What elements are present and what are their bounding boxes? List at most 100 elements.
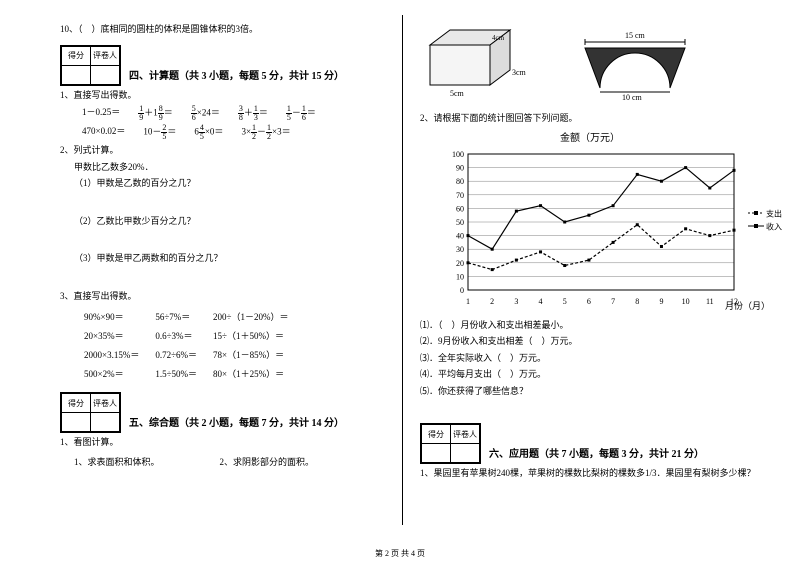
score-box: 得分评卷人	[60, 392, 121, 433]
calc-row-2: 470×0.02＝ 10－25＝ 645×0＝ 3×12－12×3＝	[82, 124, 380, 141]
svg-text:6: 6	[587, 297, 591, 306]
expr: 2000×3.15%＝	[84, 346, 153, 363]
chart-xlabel: 月份（月）	[725, 299, 770, 312]
svg-text:7: 7	[611, 297, 615, 306]
legend-item: 支出	[748, 208, 782, 221]
score-label: 得分	[62, 46, 91, 65]
score-cell	[422, 444, 451, 463]
line-chart: 0102030405060708090100123456789101112 支出…	[440, 148, 740, 308]
svg-text:8: 8	[635, 297, 639, 306]
q5-1-parts: 1、求表面积和体积。 2、求阴影部分的面积。	[60, 453, 380, 473]
score-box: 得分评卷人	[420, 423, 481, 464]
expr: 500×2%＝	[84, 365, 153, 382]
grader-label: 评卷人	[91, 46, 120, 65]
section-6-title: 六、应用题（共 7 小题，每题 3 分，共计 21 分）	[489, 445, 704, 460]
grader-cell	[91, 413, 120, 432]
q4-2: 2、列式计算。	[60, 144, 380, 158]
score-cell	[62, 65, 91, 84]
q4-2-sub: 甲数比乙数多20%．	[74, 161, 380, 175]
expr: 90%×90＝	[84, 308, 153, 325]
label-w: 5cm	[450, 89, 465, 98]
exam-page: 10、（ ）底相同的圆柱的体积是圆锥体积的3倍。 得分评卷人 四、计算题（共 3…	[0, 0, 800, 565]
q4-1: 1、直接写出得数。	[60, 89, 380, 103]
score-label: 得分	[422, 425, 451, 444]
label-d: 3cm	[512, 68, 527, 77]
svg-text:5: 5	[563, 297, 567, 306]
q5-1a: 1、求表面积和体积。	[74, 456, 160, 470]
chart-title: 金额（万元）	[420, 129, 760, 144]
bridge-svg: 15 cm 10 cm	[570, 30, 700, 100]
calc-grid: 90%×90＝56÷7%＝200÷（1－20%）＝ 20×35%＝0.6÷3%＝…	[82, 306, 304, 384]
expr: 20×35%＝	[84, 327, 153, 344]
score-cell	[62, 413, 91, 432]
cuboid-figure: 3cm 5cm 4cm	[420, 20, 530, 102]
grader-cell	[91, 65, 120, 84]
q2-1: ⑴．（ ）月份收入和支出相差最小。	[420, 319, 760, 333]
label-top: 15 cm	[625, 31, 646, 40]
q5-1b: 2、求阴影部分的面积。	[220, 456, 315, 470]
question-10: 10、（ ）底相同的圆柱的体积是圆锥体积的3倍。	[60, 23, 380, 37]
legend-label: 收入	[766, 222, 782, 231]
q4-2-b: （2）乙数比甲数少百分之几？	[74, 215, 380, 229]
expr: 80×（1＋25%）＝	[213, 365, 302, 382]
q2: 2、请根据下面的统计图回答下列问题。	[420, 112, 760, 126]
column-divider	[402, 15, 403, 525]
left-column: 10、（ ）底相同的圆柱的体积是圆锥体积的3倍。 得分评卷人 四、计算题（共 3…	[60, 20, 380, 472]
score-box: 得分评卷人	[60, 45, 121, 86]
svg-text:80: 80	[456, 177, 464, 186]
svg-text:0: 0	[460, 286, 464, 295]
expr: 0.72÷6%＝	[155, 346, 211, 363]
legend-label: 支出	[766, 209, 782, 218]
expr: 200÷（1－20%）＝	[213, 308, 302, 325]
expr: 0.6÷3%＝	[155, 327, 211, 344]
right-column: 3cm 5cm 4cm 15 cm 10 cm 2、请根据下面的统计图回答下列问	[420, 20, 760, 484]
q2-4: ⑷．平均每月支出（ ）万元。	[420, 368, 760, 382]
svg-text:20: 20	[456, 258, 464, 267]
svg-text:10: 10	[682, 297, 690, 306]
svg-text:70: 70	[456, 190, 464, 199]
section-6-header: 得分评卷人 六、应用题（共 7 小题，每题 3 分，共计 21 分）	[420, 423, 760, 464]
svg-text:30: 30	[456, 245, 464, 254]
cuboid-svg: 3cm 5cm 4cm	[420, 20, 530, 100]
q2-3: ⑶．全年实际收入（ ）万元。	[420, 352, 760, 366]
section-5-header: 得分评卷人 五、综合题（共 2 小题，每题 7 分，共计 14 分）	[60, 392, 380, 433]
label-h: 4cm	[492, 34, 505, 42]
grader-label: 评卷人	[451, 425, 480, 444]
chart-legend: 支出 收入	[748, 208, 782, 234]
figures-row: 3cm 5cm 4cm 15 cm 10 cm	[420, 20, 760, 102]
q6-1: 1、果园里有苹果树240棵，苹果树的棵数比梨树的棵数多1/3．果园里有梨树多少棵…	[420, 467, 760, 481]
grader-label: 评卷人	[91, 394, 120, 413]
expr: 15÷（1＋50%）＝	[213, 327, 302, 344]
q4-2-a: （1）甲数是乙数的百分之几？	[74, 177, 380, 191]
expr: 78×（1－85%）＝	[213, 346, 302, 363]
expr: 1－0.25＝	[82, 105, 120, 122]
svg-text:60: 60	[456, 204, 464, 213]
q5-1: 1、看图计算。	[60, 436, 380, 450]
q4-3: 3、直接写出得数。	[60, 290, 380, 304]
svg-text:11: 11	[706, 297, 714, 306]
bridge-figure: 15 cm 10 cm	[570, 30, 700, 102]
expr: 645×0＝	[194, 124, 223, 141]
legend-item: 收入	[748, 221, 782, 234]
svg-text:9: 9	[659, 297, 663, 306]
expr: 470×0.02＝	[82, 124, 125, 141]
svg-text:100: 100	[452, 150, 464, 159]
q4-2-c: （3）甲数是甲乙两数和的百分之几？	[74, 252, 380, 266]
grader-cell	[451, 444, 480, 463]
svg-text:3: 3	[514, 297, 518, 306]
svg-text:90: 90	[456, 163, 464, 172]
expr: 1.5÷50%＝	[155, 365, 211, 382]
svg-text:4: 4	[539, 297, 543, 306]
svg-text:50: 50	[456, 218, 464, 227]
q2-5: ⑸．你还获得了哪些信息？	[420, 385, 760, 399]
q2-2: ⑵．9月份收入和支出相差（ ）万元。	[420, 335, 760, 349]
label-arc: 10 cm	[622, 93, 643, 100]
page-footer: 第 2 页 共 4 页	[0, 548, 800, 559]
expr: 19＋189＝	[138, 105, 173, 122]
expr: 10－25＝	[143, 124, 176, 141]
expr: 3×12－12×3＝	[241, 124, 290, 141]
chart-svg: 0102030405060708090100123456789101112	[440, 148, 740, 308]
score-label: 得分	[62, 394, 91, 413]
svg-text:1: 1	[466, 297, 470, 306]
svg-text:10: 10	[456, 272, 464, 281]
